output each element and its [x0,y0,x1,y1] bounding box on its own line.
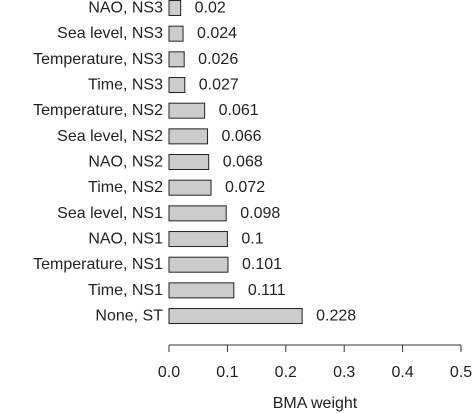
bar [168,102,206,119]
category-label: None, ST [95,308,163,325]
value-label: 0.068 [223,154,263,171]
category-label: Time, NS3 [88,77,163,94]
value-label: 0.02 [195,0,226,17]
bar [168,77,186,94]
bar [168,154,210,171]
value-label: 0.066 [222,128,262,145]
category-label: Temperature, NS2 [33,102,163,119]
x-tick-label: 0.2 [275,364,297,381]
x-tick-label: 0.4 [391,364,413,381]
bar [168,179,212,196]
bar [168,308,303,325]
category-label: NAO, NS2 [88,154,163,171]
x-tick-label: 0.0 [158,364,180,381]
x-tick-label: 0.5 [450,364,472,381]
category-label: Sea level, NS3 [57,25,163,42]
bar [168,282,235,299]
bar [168,256,229,273]
bar [168,0,182,16]
category-label: Sea level, NS1 [57,205,163,222]
category-label: NAO, NS3 [88,0,163,17]
bar [168,205,227,222]
value-label: 0.072 [225,179,265,196]
bar [168,25,184,42]
x-axis: 0.0 0.1 0.2 0.3 0.4 0.5 [158,344,472,381]
bars-layer: NAO, NS3 0.02 Sea level, NS3 0.024 Temperatu… [33,0,356,325]
value-label: 0.111 [248,282,286,299]
value-label: 0.098 [240,205,280,222]
value-label: 0.101 [242,256,282,273]
category-label: NAO, NS1 [88,231,163,248]
category-label: Temperature, NS3 [33,51,163,68]
category-label: Temperature, NS1 [33,256,163,273]
category-label: Time, NS1 [88,282,163,299]
bar [168,128,209,145]
value-label: 0.024 [197,25,237,42]
bar [168,231,228,248]
value-label: 0.228 [316,308,356,325]
category-label: Sea level, NS2 [57,128,163,145]
value-label: 0.1 [241,231,263,248]
value-label: 0.061 [219,102,259,119]
value-label: 0.027 [199,77,239,94]
x-tick-label: 0.3 [333,364,355,381]
bar [168,51,185,68]
x-axis-title: BMA weight [273,395,358,412]
category-label: Time, NS2 [88,179,163,196]
value-label: 0.026 [198,51,238,68]
x-tick-label: 0.1 [216,364,238,381]
